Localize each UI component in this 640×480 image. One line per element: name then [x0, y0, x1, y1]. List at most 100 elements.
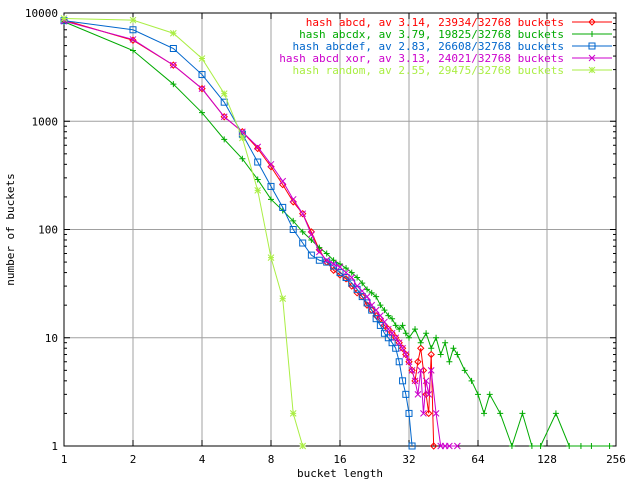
data-point	[391, 334, 400, 342]
data-point	[254, 176, 261, 183]
data-point	[336, 263, 344, 271]
data-point	[411, 377, 419, 385]
data-point	[315, 256, 323, 264]
data-point	[566, 443, 573, 449]
data-point	[427, 350, 435, 359]
data-point	[336, 269, 344, 277]
data-point	[606, 443, 613, 449]
data-point	[405, 409, 413, 417]
data-point	[377, 312, 384, 320]
y-tick-label: 10000	[25, 7, 58, 20]
data-point	[381, 318, 388, 326]
data-point	[437, 351, 444, 358]
data-point	[198, 84, 206, 93]
legend-entry: hash abcd xor, av 3.13, 24021/32768 buck…	[279, 52, 612, 65]
data-point	[411, 377, 419, 385]
data-point	[307, 251, 315, 259]
data-point	[129, 16, 137, 24]
data-point	[368, 306, 376, 314]
data-point	[402, 330, 409, 337]
data-point	[239, 155, 246, 162]
data-point	[363, 301, 371, 309]
data-point	[253, 144, 262, 153]
data-point	[414, 390, 422, 398]
data-point	[254, 186, 262, 194]
data-point	[422, 377, 430, 385]
x-tick-label: 32	[402, 453, 415, 466]
data-point	[254, 143, 262, 151]
y-tick-label: 100	[38, 224, 58, 237]
y-axis-label: number of buckets	[4, 173, 17, 286]
data-point	[475, 391, 481, 398]
x-tick-label: 2	[130, 453, 137, 466]
data-point	[359, 280, 366, 287]
data-point	[198, 85, 206, 93]
data-point	[427, 366, 435, 374]
data-point	[368, 289, 375, 296]
data-point	[342, 275, 350, 283]
data-point	[298, 209, 307, 218]
data-point	[392, 334, 400, 342]
data-point	[380, 329, 388, 337]
data-point	[372, 306, 380, 314]
data-point	[290, 217, 297, 224]
series-5	[60, 15, 307, 450]
data-point	[268, 196, 274, 203]
series-3-line	[63, 20, 413, 447]
data-point	[337, 261, 343, 268]
legend-label: hash random, av 2.55, 29475/32768 bucket…	[292, 64, 564, 77]
data-point	[405, 358, 413, 366]
x-tick-label: 128	[537, 453, 557, 466]
x-tick-label: 1	[61, 453, 68, 466]
data-point	[279, 177, 287, 185]
data-point	[405, 358, 413, 366]
data-point	[398, 344, 407, 352]
series-2	[61, 18, 613, 449]
data-point	[388, 339, 396, 347]
data-point	[323, 250, 330, 257]
x-tick-label: 16	[333, 453, 346, 466]
data-point	[267, 254, 275, 261]
data-point	[198, 71, 206, 79]
data-point	[279, 295, 287, 302]
data-point	[446, 358, 453, 365]
data-point	[402, 350, 410, 359]
data-point	[519, 410, 526, 417]
data-point	[412, 326, 419, 333]
x-axis-label: bucket length	[297, 467, 383, 480]
legend-label: hash abcdef, av 2.83, 26608/32768 bucket…	[292, 40, 564, 53]
data-point	[299, 210, 307, 218]
data-point	[432, 410, 440, 417]
data-point	[221, 136, 228, 143]
data-point	[425, 390, 433, 398]
data-point	[433, 334, 440, 341]
data-point	[429, 442, 438, 450]
data-point	[408, 366, 416, 375]
data-point	[384, 325, 393, 333]
data-point	[420, 410, 427, 417]
data-point	[417, 339, 424, 346]
grid	[64, 13, 616, 446]
x-tick-label: 4	[199, 453, 206, 466]
data-point	[486, 391, 493, 398]
data-point	[239, 134, 246, 142]
data-point	[402, 351, 410, 358]
data-point	[169, 44, 177, 52]
data-point	[299, 442, 307, 450]
legend-label: hash abcd, av 3.14, 23934/32768 buckets	[306, 16, 564, 29]
data-point	[497, 410, 504, 417]
data-point	[342, 274, 350, 282]
data-point	[353, 282, 361, 290]
data-point	[299, 228, 306, 235]
data-point	[330, 262, 338, 270]
data-point	[388, 329, 396, 337]
data-point	[348, 274, 356, 281]
data-point	[358, 287, 366, 295]
data-point	[381, 307, 388, 314]
data-point	[406, 334, 412, 341]
data-point	[417, 344, 425, 352]
data-point	[377, 302, 384, 309]
data-point	[537, 443, 544, 449]
legend-marker	[588, 42, 596, 50]
